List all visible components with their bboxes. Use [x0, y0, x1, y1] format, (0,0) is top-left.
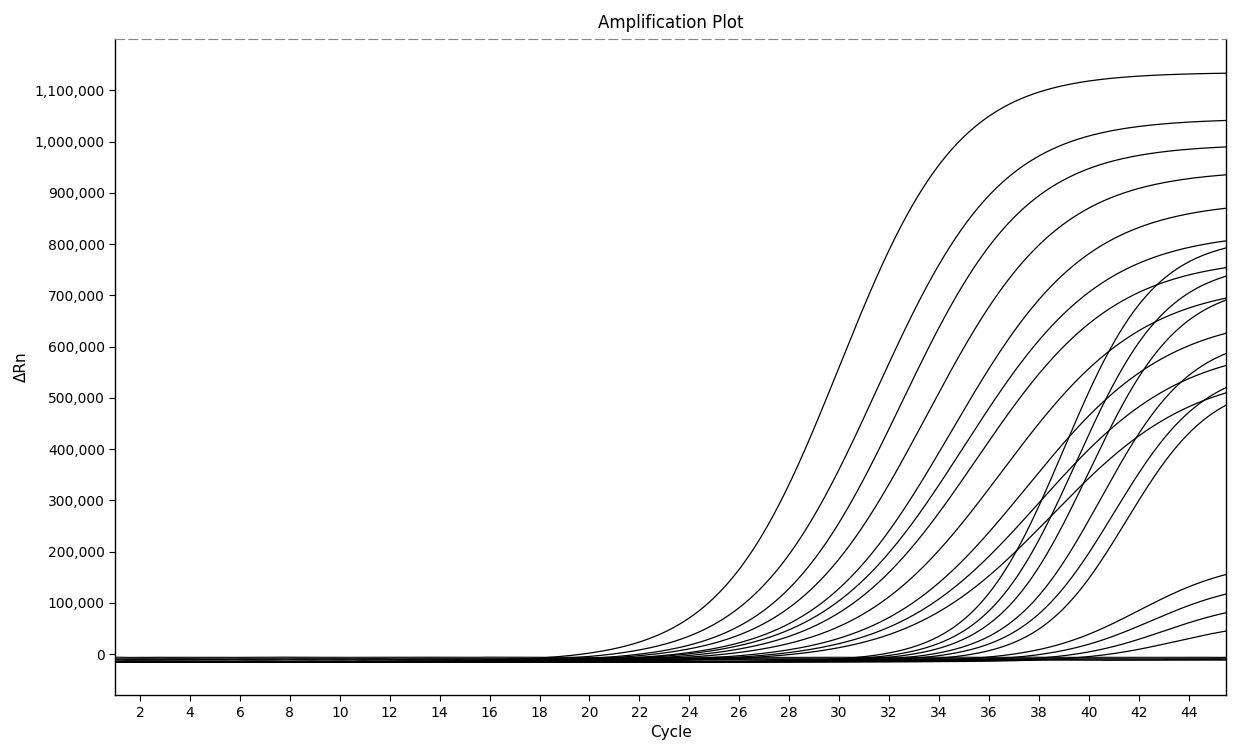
Y-axis label: ΔRn: ΔRn — [14, 352, 29, 382]
X-axis label: Cycle: Cycle — [650, 725, 692, 740]
Title: Amplification Plot: Amplification Plot — [598, 14, 743, 32]
